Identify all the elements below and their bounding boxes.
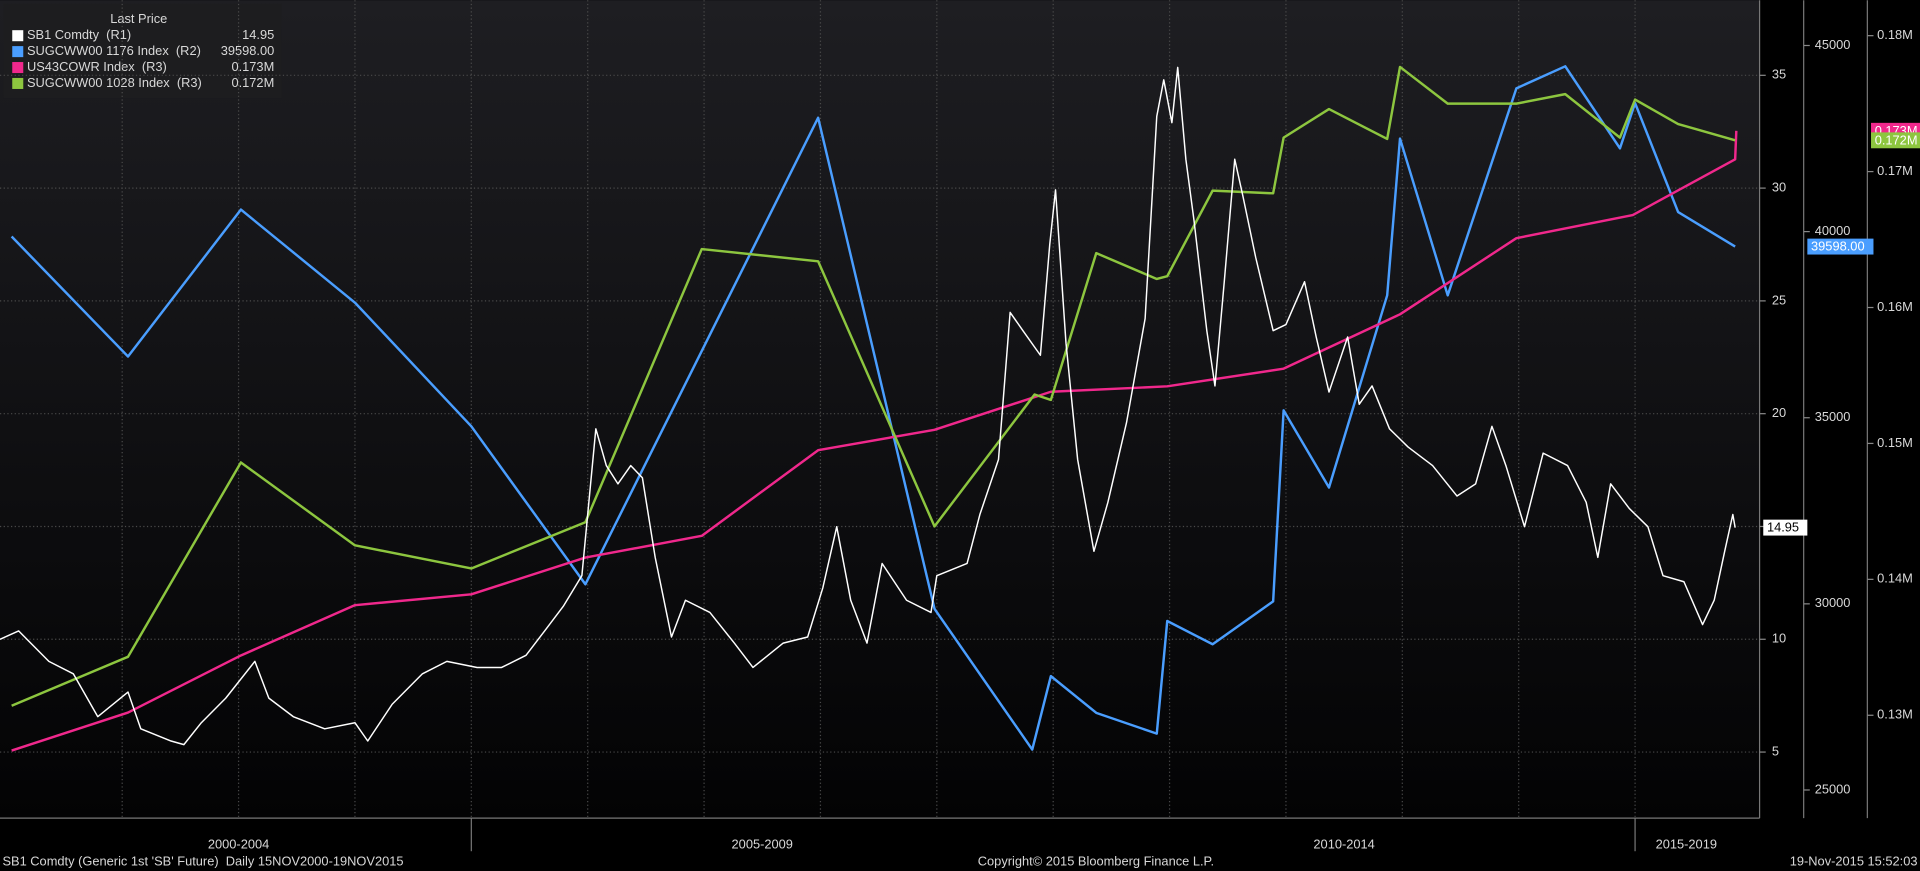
y-tick-label: 30 — [1772, 179, 1786, 194]
legend-label: SUGCWW00 1028 Index (R3) — [27, 75, 202, 90]
y-tick-label: 35 — [1772, 67, 1786, 82]
last-value-label: 14.95 — [1767, 520, 1799, 535]
legend-label: SB1 Comdty (R1) — [27, 27, 131, 42]
last-value-tag — [1763, 519, 1808, 536]
last-value-label: 39598.00 — [1811, 239, 1865, 254]
plot-area — [0, 0, 1760, 819]
x-tick-label: 2000-2004 — [208, 836, 269, 851]
x-tick-label: 2010-2014 — [1313, 836, 1374, 851]
last-value-tag — [1807, 238, 1874, 255]
y-tick-label: 35000 — [1815, 409, 1851, 424]
legend-box — [3, 3, 282, 99]
legend-value: 0.172M — [231, 75, 274, 90]
legend-label: SUGCWW00 1176 Index (R2) — [27, 43, 201, 58]
legend-title: Last Price — [110, 11, 167, 26]
y-tick-label: 0.17M — [1877, 163, 1913, 178]
footer-source: SB1 Comdty (Generic 1st 'SB' Future) Dai… — [2, 854, 403, 869]
y-tick-label: 0.16M — [1877, 299, 1913, 314]
y-tick-label: 45000 — [1815, 37, 1851, 52]
series-line — [0, 66, 1736, 746]
y-tick-label: 0.15M — [1877, 435, 1913, 450]
legend: Last Price SB1 Comdty (R1) 14.95 SUGCWW00 … — [3, 3, 282, 99]
x-tick-label: 2005-2009 — [732, 836, 793, 851]
y-tick-label: 0.18M — [1877, 27, 1913, 42]
series-line — [10, 65, 1736, 751]
legend-swatch — [12, 46, 24, 58]
copyright: Copyright© 2015 Bloomberg Finance L.P. — [978, 854, 1214, 869]
y-tick-label: 30000 — [1815, 595, 1851, 610]
y-tick-label: 20 — [1772, 405, 1786, 420]
legend-swatch — [12, 30, 24, 42]
y-tick-label: 10 — [1772, 631, 1786, 646]
legend-value: 14.95 — [242, 27, 274, 42]
legend-swatch — [12, 77, 24, 89]
legend-swatch — [12, 62, 24, 74]
legend-label: US43COWR Index (R3) — [27, 59, 167, 74]
y-tick-label: 40000 — [1815, 223, 1851, 238]
legend-value: 0.173M — [231, 59, 274, 74]
y-tick-label: 25000 — [1815, 781, 1851, 796]
legend-value: 39598.00 — [221, 43, 275, 58]
last-value-tag — [1871, 132, 1920, 149]
last-value-label: 0.172M — [1875, 132, 1918, 147]
y-tick-label: 0.14M — [1877, 571, 1913, 586]
y-tick-label: 5 — [1772, 743, 1779, 758]
x-tick-label: 2015-2019 — [1656, 836, 1717, 851]
y-tick-label: 0.13M — [1877, 707, 1913, 722]
series-line — [11, 130, 1738, 752]
timestamp: 19-Nov-2015 15:52:03 — [1790, 854, 1918, 869]
series-line — [11, 65, 1736, 707]
y-tick-label: 25 — [1772, 292, 1786, 307]
